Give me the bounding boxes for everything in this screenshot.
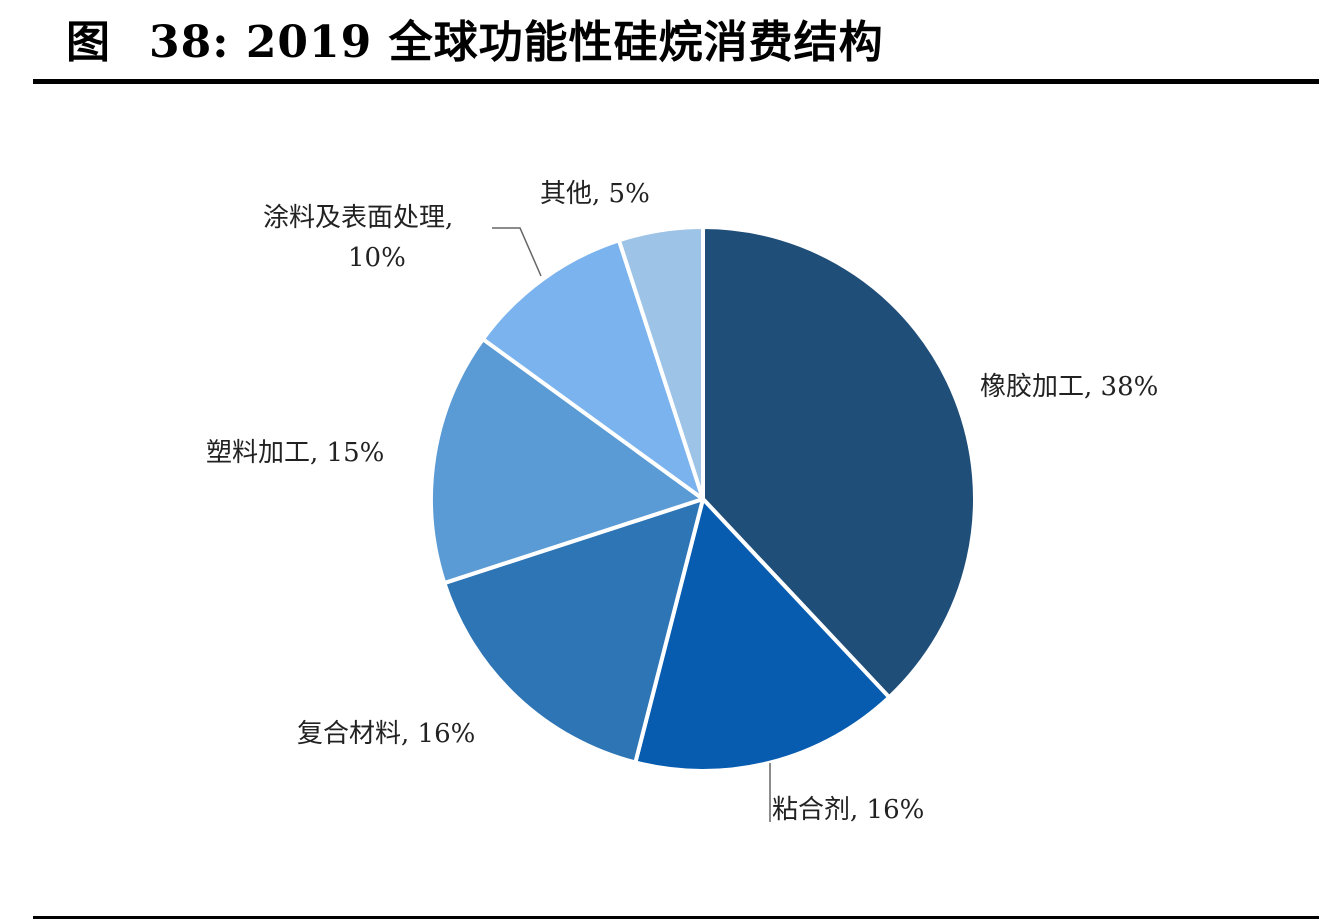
title-rule — [33, 79, 1319, 84]
pie-slice-6 — [616, 225, 705, 501]
pie-slice-3 — [442, 497, 705, 765]
pie-slice-1 — [701, 225, 977, 700]
figure-number: 38: — [149, 17, 230, 68]
pie-slice-2 — [633, 497, 892, 773]
slice-label-2: 粘合剂, 16% — [772, 795, 924, 825]
figure-title: 图 38: 2019 全球功能性硅烷消费结构 — [66, 6, 884, 70]
leader-lines — [492, 227, 771, 822]
slice-labels: 橡胶加工, 38% 粘合剂, 16% 复合材料, 16% 塑料加工, 15% 涂料及表面… — [206, 179, 1158, 825]
slice-label-5-line2: 10% — [348, 243, 406, 273]
slice-label-1: 橡胶加工, 38% — [980, 372, 1158, 402]
slice-label-4: 塑料加工, 15% — [206, 438, 384, 468]
pie-slices — [429, 225, 977, 773]
leader-line-5 — [492, 227, 542, 277]
slice-label-6: 其他, 5% — [540, 179, 650, 209]
pie-slice-4 — [429, 337, 705, 586]
figure-label: 图 — [66, 17, 111, 68]
slice-label-5: 涂料及表面处理, — [263, 203, 453, 233]
figure-title-text: 2019 全球功能性硅烷消费结构 — [245, 17, 884, 68]
footer-rule — [33, 916, 1319, 919]
slice-label-3: 复合材料, 16% — [297, 719, 475, 749]
pie-slice-5 — [480, 238, 705, 501]
